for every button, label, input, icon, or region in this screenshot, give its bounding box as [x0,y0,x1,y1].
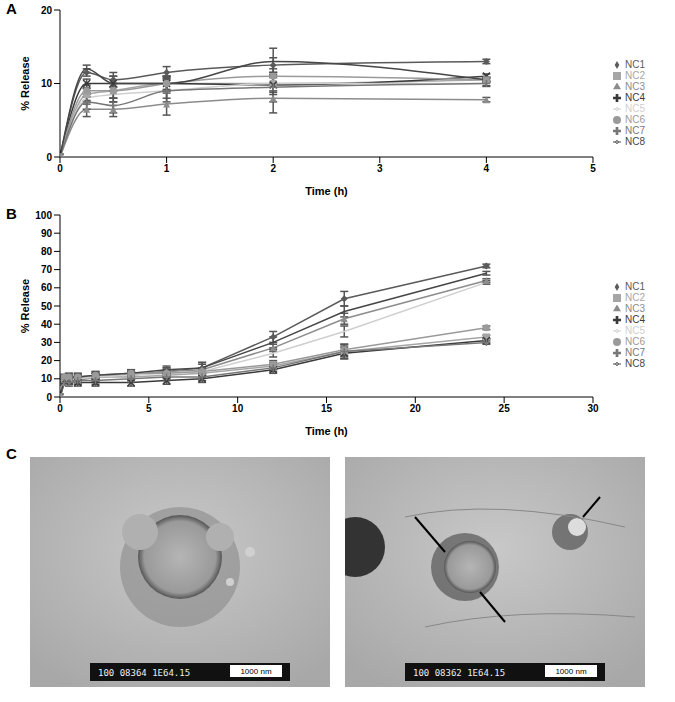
svg-text:10: 10 [41,78,53,89]
html-text:NC7: NC7 [625,347,645,358]
html-text:NC2: NC2 [625,292,645,303]
svg-text:100 08362 1E64.15: 100 08362 1E64.15 [413,668,505,678]
svg-text:15: 15 [321,403,333,414]
html-text:NC4: NC4 [625,314,645,325]
svg-text:5: 5 [146,403,152,414]
svg-text:10: 10 [232,403,244,414]
html-text:NC6: NC6 [625,113,645,125]
html-text:NC6: NC6 [625,336,645,347]
html-text:NC8: NC8 [625,135,645,147]
svg-text:25: 25 [499,403,511,414]
svg-text:60: 60 [41,282,53,293]
html-text:NC4: NC4 [625,91,645,103]
svg-text:1000 nm: 1000 nm [240,667,271,676]
svg-text:0: 0 [46,152,52,163]
svg-text:4: 4 [484,163,490,174]
html-text:NC1: NC1 [625,58,645,70]
svg-text:30: 30 [587,403,599,414]
svg-text:70: 70 [41,264,53,275]
html-text:NC3: NC3 [625,80,645,92]
html-text:NC2: NC2 [625,69,645,81]
svg-text:10: 10 [41,373,53,384]
html-text:A: A [6,0,17,17]
svg-text:Time (h): Time (h) [305,425,348,437]
svg-text:0: 0 [57,163,63,174]
svg-text:100: 100 [35,210,52,221]
svg-text:100 08364 1E64.15: 100 08364 1E64.15 [98,668,190,678]
svg-text:Time (h): Time (h) [305,185,348,197]
svg-text:20: 20 [41,355,53,366]
svg-text:1000 nm: 1000 nm [555,667,586,676]
svg-text:3: 3 [377,163,383,174]
svg-text:0: 0 [57,403,63,414]
html-text:B: B [6,205,17,222]
html-text:C: C [6,445,17,462]
svg-text:2: 2 [270,163,276,174]
svg-text:20: 20 [410,403,422,414]
html-text:NC3: NC3 [625,303,645,314]
svg-text:90: 90 [41,228,53,239]
html-text:NC5: NC5 [625,325,645,336]
svg-text:0: 0 [46,392,52,403]
svg-text:80: 80 [41,246,53,257]
svg-text:50: 50 [41,301,53,312]
svg-text:% Release: % Release [19,279,31,333]
html-text:NC8: NC8 [625,358,645,369]
svg-text:% Release: % Release [19,56,31,110]
svg-text:1: 1 [164,163,170,174]
svg-text:20: 20 [41,5,53,16]
html-text:NC5: NC5 [625,102,645,114]
svg-text:5: 5 [590,163,596,174]
svg-text:30: 30 [41,337,53,348]
svg-text:40: 40 [41,319,53,330]
html-text:NC7: NC7 [625,124,645,136]
html-text:NC1: NC1 [625,281,645,292]
